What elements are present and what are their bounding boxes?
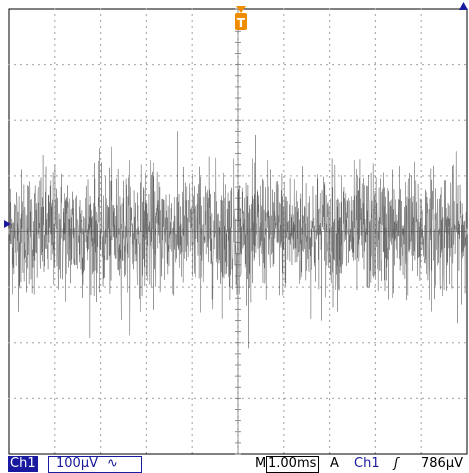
status-bar: Ch1 100μV ∿ M 1.00ms A Ch1 ʃ 786μV xyxy=(0,455,469,473)
channel1-ground-marker-icon[interactable] xyxy=(4,220,11,228)
channel1-noise-waveform xyxy=(9,131,467,349)
trigger-source[interactable]: Ch1 xyxy=(354,456,380,471)
acquire-mode: A xyxy=(330,456,339,471)
trigger-marker-label: T xyxy=(237,16,246,30)
rising-edge-icon: ʃ xyxy=(394,456,399,471)
timebase-value: 1.00ms xyxy=(268,456,317,471)
trigger-level-arrow-icon[interactable] xyxy=(459,2,468,10)
waveform-screen: T xyxy=(4,2,468,455)
trigger-level[interactable]: 786μV xyxy=(421,456,463,471)
ac-coupling-icon: ∿ xyxy=(107,456,118,471)
vertical-scale: 100μV xyxy=(56,456,98,471)
signal-trace xyxy=(9,131,467,349)
channel-badge[interactable]: Ch1 xyxy=(8,456,38,472)
timebase-prefix: M xyxy=(255,456,267,471)
trigger-position-marker[interactable]: T xyxy=(235,6,247,30)
